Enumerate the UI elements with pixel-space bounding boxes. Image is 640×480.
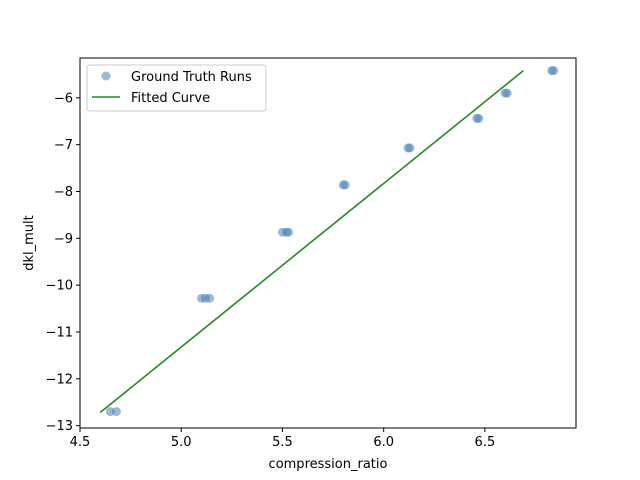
data-marks (99, 66, 559, 417)
y-axis-ticks: −13 −12 −11 −10 −9 −8 −7 −6 (46, 91, 80, 434)
y-tick-label: −13 (46, 419, 73, 434)
x-tick-label: 5.0 (171, 435, 192, 450)
y-tick-label: −6 (54, 91, 73, 106)
y-tick-label: −11 (46, 325, 73, 340)
legend-frame (86, 64, 267, 112)
fitted-curve-line (99, 69, 524, 414)
scatter-point (549, 66, 559, 76)
plot-area (80, 58, 576, 428)
y-tick-label: −7 (54, 138, 73, 153)
scatter-point (284, 227, 293, 237)
scatter-point (111, 407, 121, 417)
legend: Ground Truth Runs Fitted Curve (86, 64, 267, 112)
legend-marker-ground-truth (101, 71, 111, 81)
scatter-point (502, 88, 512, 98)
x-tick-label: 6.5 (475, 435, 496, 450)
x-tick-label: 6.0 (373, 435, 394, 450)
scatter-point (405, 143, 415, 153)
y-axis-label: dkl_mult (22, 215, 37, 271)
y-tick-label: −10 (46, 279, 73, 294)
plot-frame (79, 57, 577, 429)
y-tick-label: −9 (54, 232, 73, 247)
x-tick-label: 5.5 (272, 435, 293, 450)
y-tick-label: −12 (46, 372, 73, 387)
legend-label-fitted-curve: Fitted Curve (131, 91, 210, 106)
x-tick-label: 4.5 (70, 435, 91, 450)
y-tick-label: −8 (54, 185, 73, 200)
scatter-point (474, 113, 484, 123)
legend-label-ground-truth: Ground Truth Runs (131, 70, 252, 85)
x-axis-ticks: 4.5 5.0 5.5 6.0 6.5 (70, 428, 496, 450)
scatter-point (340, 180, 350, 190)
x-axis-label: compression_ratio (269, 457, 388, 472)
scatter-point (205, 293, 215, 303)
